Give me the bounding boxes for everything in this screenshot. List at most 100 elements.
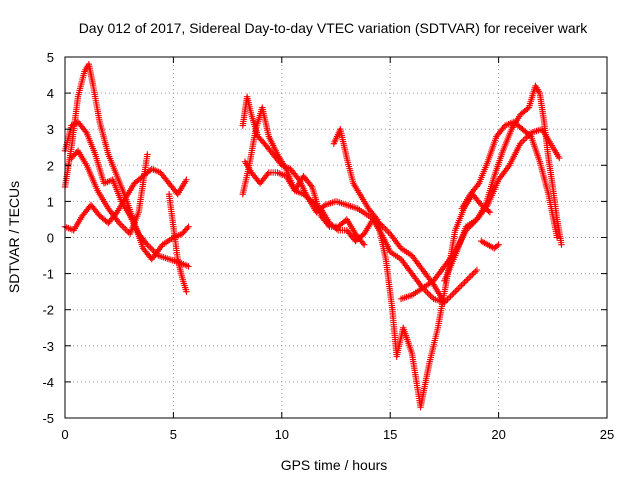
data-point bbox=[144, 241, 151, 248]
data-point bbox=[333, 225, 340, 233]
data-point bbox=[452, 288, 459, 295]
data-point bbox=[459, 280, 467, 288]
series-sat-e bbox=[165, 190, 190, 295]
data-point bbox=[444, 296, 451, 303]
data-point bbox=[447, 293, 454, 300]
data-point bbox=[119, 222, 126, 230]
series-sat-m bbox=[478, 237, 502, 252]
data-point bbox=[461, 279, 468, 286]
data-point bbox=[142, 239, 150, 247]
data-point bbox=[122, 226, 129, 233]
data-point bbox=[116, 219, 123, 227]
data-point bbox=[474, 181, 482, 189]
data-point bbox=[464, 276, 471, 283]
data-point bbox=[185, 223, 192, 230]
x-tick-label: 15 bbox=[383, 427, 397, 442]
series-sat-d bbox=[68, 147, 151, 238]
data-point bbox=[424, 289, 431, 296]
x-tick-label: 5 bbox=[170, 427, 177, 442]
axis-ticks: 0 5 10 15 20 25 -5 -4 -3 -2 -1 0 1 2 3 4 5 bbox=[42, 50, 614, 442]
data-point bbox=[518, 138, 526, 146]
data-point bbox=[144, 151, 151, 158]
data-point bbox=[145, 243, 153, 250]
x-tick-label: 20 bbox=[491, 427, 505, 442]
data-marks bbox=[61, 61, 565, 411]
data-point bbox=[472, 268, 479, 275]
y-tick-label: 3 bbox=[47, 122, 54, 137]
y-tick-label: 2 bbox=[47, 158, 54, 173]
data-point bbox=[520, 137, 527, 144]
data-point bbox=[470, 269, 478, 277]
data-point bbox=[476, 200, 484, 207]
data-point bbox=[184, 224, 191, 232]
data-point bbox=[558, 241, 565, 248]
data-point bbox=[445, 294, 453, 302]
data-point bbox=[382, 226, 389, 233]
data-point bbox=[517, 140, 524, 147]
data-point bbox=[553, 234, 561, 241]
data-point bbox=[448, 291, 456, 298]
data-point bbox=[307, 182, 315, 189]
data-point bbox=[359, 239, 367, 247]
data-point bbox=[185, 263, 192, 270]
data-point bbox=[467, 272, 474, 280]
data-point bbox=[469, 271, 476, 278]
data-point bbox=[151, 249, 159, 256]
data-point bbox=[183, 176, 190, 183]
y-tick-label: 0 bbox=[47, 231, 54, 246]
data-point bbox=[123, 227, 131, 234]
data-point bbox=[493, 242, 501, 250]
data-point bbox=[450, 289, 457, 297]
series-sat-c bbox=[61, 165, 190, 234]
series-sat-k bbox=[441, 82, 565, 285]
data-point bbox=[95, 211, 102, 218]
y-tick-label: -5 bbox=[42, 411, 54, 426]
x-tick-label: 0 bbox=[61, 427, 68, 442]
series-sat-l bbox=[458, 118, 561, 241]
data-point bbox=[427, 292, 434, 299]
data-point bbox=[150, 247, 157, 255]
y-tick-label: -2 bbox=[42, 303, 54, 318]
data-point bbox=[117, 221, 124, 228]
data-point bbox=[360, 241, 368, 248]
data-point bbox=[458, 282, 465, 289]
data-point bbox=[372, 214, 380, 222]
x-tick-label: 25 bbox=[600, 427, 614, 442]
x-axis-label: GPS time / hours bbox=[281, 457, 388, 473]
data-point bbox=[183, 288, 190, 295]
series-sat-b bbox=[61, 118, 192, 270]
data-point bbox=[153, 250, 160, 258]
data-point bbox=[383, 227, 391, 234]
y-tick-label: -3 bbox=[42, 339, 54, 354]
chart-title: Day 012 of 2017, Sidereal Day-to-day VTE… bbox=[79, 20, 589, 36]
data-point bbox=[486, 209, 494, 216]
y-tick-label: -1 bbox=[42, 267, 54, 282]
y-tick-label: 5 bbox=[47, 50, 54, 65]
data-point bbox=[556, 154, 563, 162]
data-point bbox=[456, 283, 464, 291]
data-point bbox=[473, 266, 481, 274]
data-point bbox=[495, 241, 502, 248]
series-sat-g bbox=[239, 104, 368, 248]
data-point bbox=[385, 229, 392, 236]
data-point bbox=[462, 277, 470, 285]
y-tick-label: 1 bbox=[47, 194, 54, 209]
x-tick-label: 10 bbox=[275, 427, 289, 442]
data-point bbox=[147, 244, 154, 252]
data-point bbox=[425, 291, 433, 298]
y-tick-label: 4 bbox=[47, 86, 54, 101]
data-point bbox=[82, 128, 89, 135]
data-point bbox=[422, 287, 430, 295]
data-point bbox=[264, 170, 271, 178]
data-point bbox=[465, 274, 473, 281]
data-point bbox=[428, 294, 436, 301]
data-point bbox=[453, 286, 460, 294]
y-axis-label: SDTVAR / TECUs bbox=[6, 181, 22, 293]
data-point bbox=[485, 207, 492, 215]
data-point bbox=[120, 224, 128, 231]
data-point bbox=[521, 135, 529, 143]
series-sat-i bbox=[330, 126, 494, 411]
data-point bbox=[455, 285, 462, 292]
series-sat-f bbox=[239, 93, 448, 306]
